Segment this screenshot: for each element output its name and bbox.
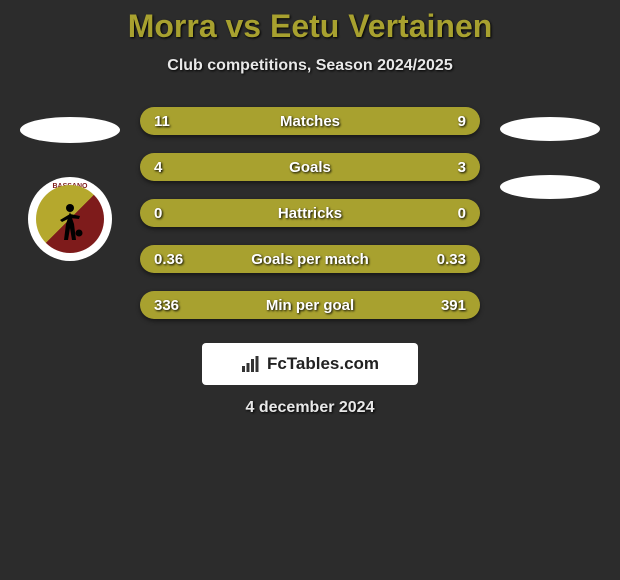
page-title: Morra vs Eetu Vertainen xyxy=(0,8,620,45)
stats-list: 11 Matches 9 4 Goals 3 0 Hattricks 0 0.3… xyxy=(140,107,480,319)
crest-shield xyxy=(36,185,104,253)
stat-right-value: 0 xyxy=(458,205,466,222)
content-row: BASSANO VIRTUS xyxy=(0,107,620,319)
stat-left-value: 0.36 xyxy=(154,251,183,268)
right-column xyxy=(500,107,600,199)
stat-label: Hattricks xyxy=(278,205,342,222)
stat-left-value: 11 xyxy=(154,113,170,130)
stat-right-value: 391 xyxy=(441,297,466,314)
stat-left-value: 4 xyxy=(154,159,162,176)
bar-chart-icon xyxy=(241,354,261,374)
stat-right-value: 0.33 xyxy=(437,251,466,268)
stat-right-value: 3 xyxy=(458,159,466,176)
stat-right-value: 9 xyxy=(458,113,466,130)
stat-row-min-per-goal: 336 Min per goal 391 xyxy=(140,291,480,319)
stat-left-value: 0 xyxy=(154,205,162,222)
right-player-avatar-placeholder xyxy=(500,117,600,141)
comparison-widget: Morra vs Eetu Vertainen Club competition… xyxy=(0,0,620,417)
stat-row-hattricks: 0 Hattricks 0 xyxy=(140,199,480,227)
stat-row-goals-per-match: 0.36 Goals per match 0.33 xyxy=(140,245,480,273)
right-team-crest-placeholder xyxy=(500,175,600,199)
subtitle: Club competitions, Season 2024/2025 xyxy=(0,57,620,75)
stat-label: Goals per match xyxy=(251,251,369,268)
date-label: 4 december 2024 xyxy=(0,399,620,417)
crest-figure xyxy=(56,202,84,242)
left-player-avatar-placeholder xyxy=(20,117,120,143)
stat-label: Min per goal xyxy=(266,297,354,314)
stat-row-goals: 4 Goals 3 xyxy=(140,153,480,181)
brand-name: FcTables.com xyxy=(267,354,379,374)
left-column: BASSANO VIRTUS xyxy=(20,107,120,261)
brand-box[interactable]: FcTables.com xyxy=(202,343,418,385)
stat-label: Matches xyxy=(280,113,340,130)
stat-left-value: 336 xyxy=(154,297,179,314)
stat-label: Goals xyxy=(289,159,331,176)
left-team-crest: BASSANO VIRTUS xyxy=(28,177,112,261)
stat-row-matches: 11 Matches 9 xyxy=(140,107,480,135)
